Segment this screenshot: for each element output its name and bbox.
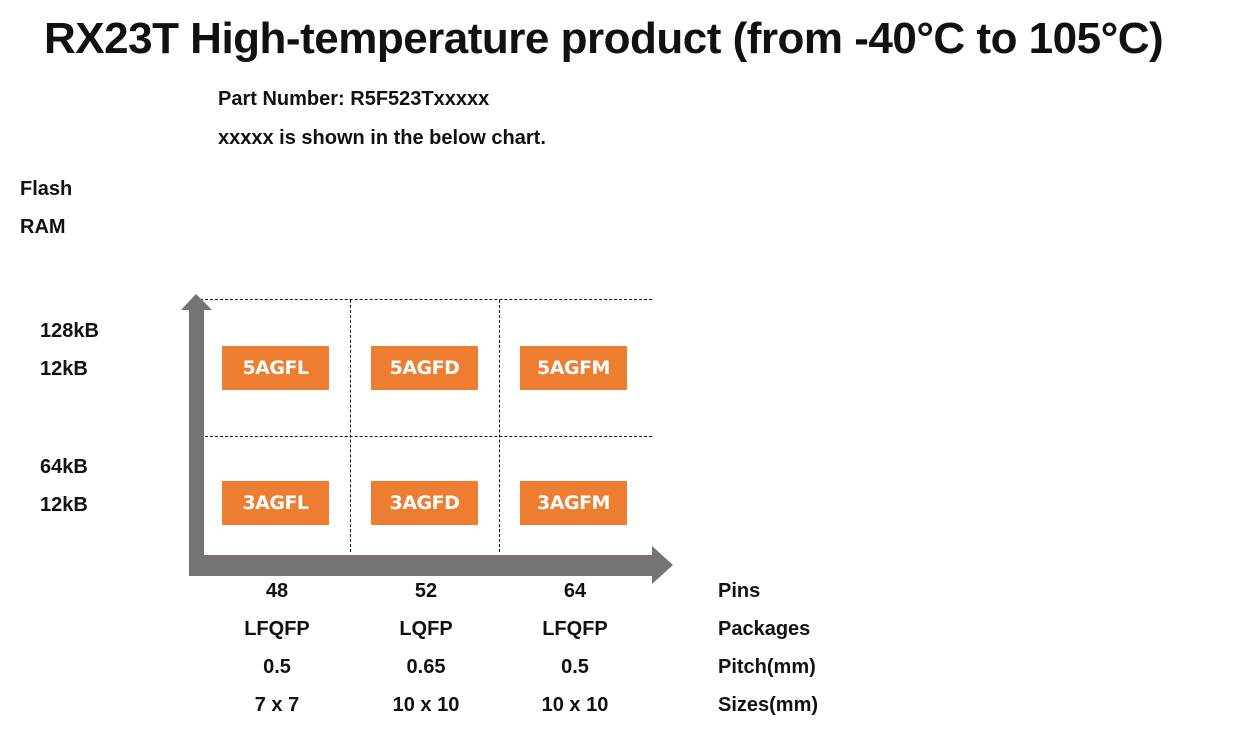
col-3-pitch: 0.5 (561, 656, 589, 678)
col-3-size: 10 x 10 (541, 694, 609, 716)
grid-line-col-1 (350, 300, 351, 552)
row-label-pins: Pins (718, 580, 761, 602)
grid-line-middle (200, 436, 652, 437)
grid-line-top (200, 299, 652, 300)
col-1-size: 7 x 7 (254, 694, 300, 716)
col-3-pins: 64 (563, 580, 587, 602)
part-code-chip: 5AGFL (222, 346, 329, 390)
part-code-chip: 3AGFL (222, 481, 329, 525)
row-2-flash: 64kB (40, 456, 88, 478)
row-1-ram: 12kB (40, 358, 88, 380)
row-label-pitch: Pitch(mm) (718, 656, 816, 678)
col-2-size: 10 x 10 (392, 694, 460, 716)
row-label-packages: Packages (718, 618, 811, 640)
col-3-package: LFQFP (542, 618, 608, 640)
row-2-ram: 12kB (40, 494, 88, 516)
part-code-chip: 3AGFD (371, 481, 478, 525)
grid-line-col-2 (499, 300, 500, 552)
col-1-pins: 48 (265, 580, 289, 602)
col-2-pitch: 0.65 (406, 656, 446, 678)
row-1-flash: 128kB (40, 320, 99, 342)
chart-note: xxxxx is shown in the below chart. (218, 127, 546, 149)
col-1-package: LFQFP (244, 618, 310, 640)
y-axis-label-flash: Flash (20, 178, 73, 200)
y-axis-label-ram: RAM (20, 216, 66, 238)
part-code-chip: 3AGFM (520, 481, 627, 525)
col-1-pitch: 0.5 (263, 656, 291, 678)
page-title: RX23T High-temperature product (from -40… (44, 14, 1164, 63)
col-2-package: LQFP (399, 618, 453, 640)
row-label-sizes: Sizes(mm) (718, 694, 819, 716)
col-2-pins: 52 (414, 580, 438, 602)
part-code-chip: 5AGFM (520, 346, 627, 390)
part-code-chip: 5AGFD (371, 346, 478, 390)
part-number: Part Number: R5F523Txxxxx (218, 88, 490, 110)
